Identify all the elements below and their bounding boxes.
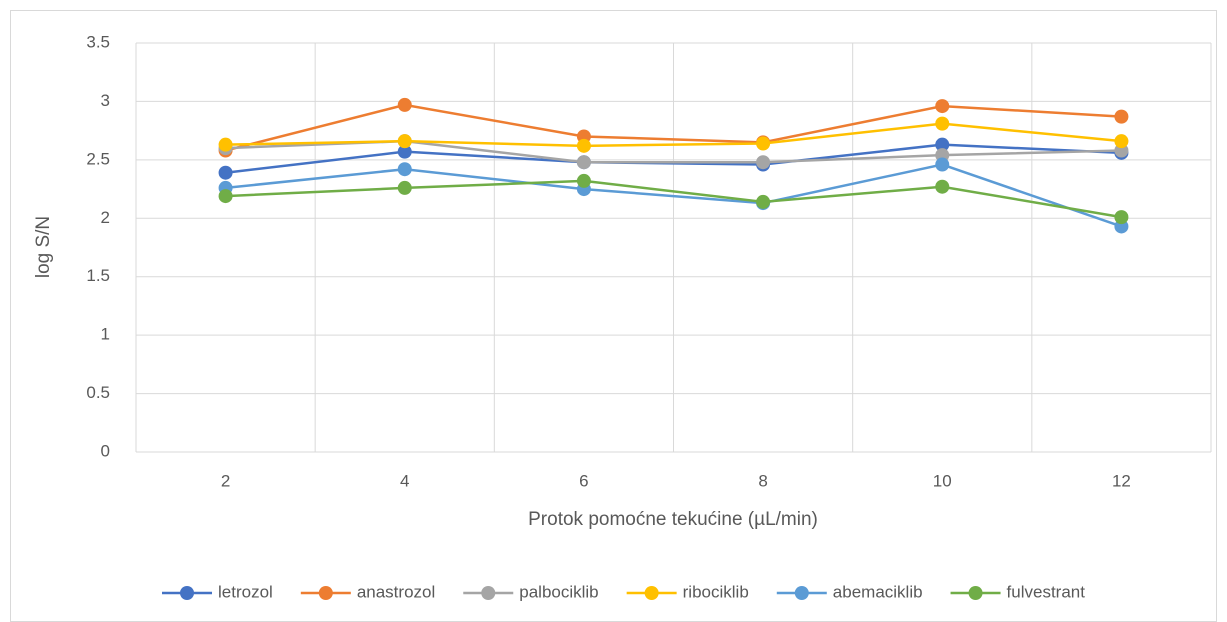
y-tick-label: 1 [101,325,110,344]
y-tick-label: 2.5 [86,149,110,168]
series-line [225,163,1122,228]
data-point [756,194,771,209]
y-tick-label: 0 [101,441,110,460]
chart-frame [10,10,1217,622]
data-point [397,162,412,177]
data-point [935,99,950,114]
series-line [225,179,1122,219]
data-point [218,165,233,180]
y-tick-label: 3 [101,91,110,110]
legend-label: fulvestrant [1007,582,1086,601]
data-point [576,173,591,188]
legend-marker [481,586,496,600]
y-tick-label: 2 [101,208,110,227]
legend-marker [180,586,195,600]
data-point [935,116,950,131]
legend-label: abemaciklib [833,582,923,601]
legend-item: ribociklib [626,582,749,601]
y-tick-label: 0.5 [86,383,110,402]
legend-label: ribociklib [683,582,749,601]
x-tick-label: 8 [758,471,767,490]
data-point [218,189,233,204]
legend-item: anastrozol [300,582,435,601]
legend-marker [794,586,809,600]
data-point [935,137,950,152]
data-point [397,134,412,149]
y-axis-title: log S/N [33,216,54,278]
x-tick-label: 12 [1112,471,1131,490]
legend-marker [644,586,659,600]
y-tick-label: 1.5 [86,266,110,285]
data-point [756,155,771,170]
legend: letrozol anastrozol palbociklib ribociklib a… [162,582,1085,601]
legend-marker [318,586,333,600]
data-point [576,138,591,153]
legend-marker [968,586,983,600]
data-point [1114,109,1129,124]
data-point [935,179,950,194]
legend-label: palbociklib [519,582,598,601]
x-tick-label: 2 [221,471,230,490]
data-point [397,144,412,159]
data-point [1114,134,1129,149]
legend-item: letrozol [162,582,273,601]
x-axis-title: Protok pomoćne tekućine (µL/min) [528,509,818,530]
legend-item: palbociklib [463,582,599,601]
y-tick-label: 3.5 [86,32,110,51]
legend-item: fulvestrant [950,582,1086,601]
data-point [218,137,233,152]
data-point [756,136,771,151]
legend-label: anastrozol [357,582,435,601]
x-tick-label: 6 [579,471,588,490]
legend-item: abemaciklib [776,582,923,601]
data-point [1114,210,1129,225]
series-line [225,103,1122,152]
data-point [576,155,591,170]
data-point [397,97,412,112]
legend-label: letrozol [218,582,273,601]
data-point [935,157,950,172]
x-tick-label: 10 [933,471,952,490]
x-tick-label: 4 [400,471,409,490]
data-point [397,180,412,195]
series-line [225,122,1122,148]
